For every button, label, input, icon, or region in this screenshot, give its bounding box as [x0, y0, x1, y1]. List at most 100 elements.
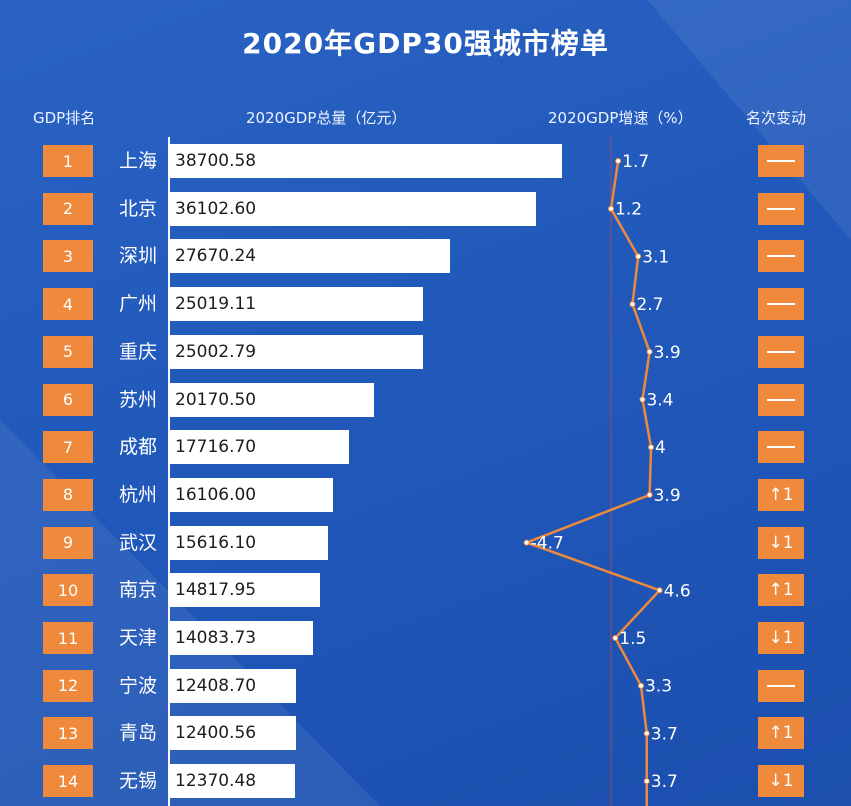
city-label: 南京 [119, 579, 158, 602]
rank-change-badge [758, 145, 804, 177]
growth-point [643, 730, 650, 737]
rank-change-badge: ↑1 [758, 574, 804, 607]
growth-point [646, 491, 653, 498]
city-label: 杭州 [119, 483, 158, 506]
rank-change-badge: ↑1 [758, 478, 804, 511]
gdp-value-label: 25002.79 [175, 341, 257, 362]
city-label: 成都 [119, 436, 158, 459]
gdp-value-label: 25019.11 [175, 294, 257, 315]
growth-value-label: -4.7 [531, 534, 564, 554]
gdp-bar [170, 430, 349, 465]
city-label: 苏州 [119, 388, 158, 411]
city-label: 青岛 [119, 722, 158, 745]
growth-value-label: 3.9 [654, 486, 681, 506]
gdp-bar [170, 621, 313, 655]
gdp-bar [170, 334, 423, 369]
rank-badge: 8 [43, 478, 93, 511]
gdp-bar [170, 764, 295, 799]
gdp-value-label: 12408.70 [175, 675, 257, 696]
rank-badge: 4 [43, 288, 93, 321]
no-change-dash-icon [767, 684, 795, 687]
rank-change-badge [758, 383, 804, 416]
growth-value-label: 3.9 [654, 343, 681, 363]
gdp-value-label: 20170.50 [175, 389, 257, 410]
growth-point [612, 635, 619, 641]
city-label: 武汉 [119, 531, 158, 554]
growth-point [648, 444, 655, 451]
growth-point [638, 682, 645, 689]
rank-change-badge [758, 431, 804, 464]
rank-badge: 14 [43, 765, 93, 798]
rank-badge: 6 [43, 383, 93, 416]
rank-badge: 12 [43, 669, 93, 702]
rank-change-badge [758, 288, 804, 321]
no-change-dash-icon [767, 255, 795, 258]
rank-badge: 3 [43, 240, 93, 273]
gdp-bar [170, 191, 536, 226]
rank-badge: 5 [43, 335, 93, 368]
gdp-bar [170, 716, 296, 751]
rank-change-badge: ↓1 [758, 765, 804, 798]
header-growth: 2020GDP增速（%） [548, 109, 693, 127]
rank-badge: 7 [43, 431, 93, 464]
growth-value-label: 3.7 [651, 772, 678, 792]
rank-badge: 9 [43, 526, 93, 559]
growth-value-label: 4 [655, 438, 666, 458]
chart-title: 2020年GDP30强城市榜单 [242, 27, 609, 60]
no-change-dash-icon [767, 303, 795, 306]
header-rank: GDP排名 [33, 109, 96, 127]
gdp-value-label: 17716.70 [175, 437, 257, 458]
no-change-dash-icon [767, 398, 795, 401]
gdp-value-label: 12370.48 [175, 771, 257, 792]
growth-value-label: 3.7 [651, 724, 678, 744]
rank-change-badge [758, 669, 804, 702]
no-change-dash-icon [767, 446, 795, 449]
bar-axis-line [168, 137, 170, 806]
city-label: 广州 [119, 293, 158, 316]
header-gdp: 2020GDP总量（亿元） [246, 109, 407, 127]
city-label: 上海 [119, 150, 158, 172]
growth-value-label: 4.6 [664, 581, 691, 601]
gdp-bar [170, 525, 328, 560]
gdp-value-label: 12400.56 [175, 723, 257, 744]
gdp-value-label: 36102.60 [175, 198, 257, 219]
city-label: 无锡 [119, 770, 158, 793]
growth-point [608, 205, 614, 212]
gdp-bar [170, 382, 374, 417]
gdp-bar [170, 287, 423, 322]
no-change-dash-icon [767, 207, 795, 210]
growth-value-label: 3.3 [645, 677, 672, 697]
city-label: 北京 [119, 197, 158, 220]
growth-value-label: 1.5 [619, 629, 646, 649]
growth-value-label: 1.7 [622, 152, 649, 172]
gdp-bar [170, 239, 450, 274]
gdp-value-label: 27670.24 [175, 246, 257, 267]
growth-point [523, 539, 530, 546]
growth-value-label: 3.4 [646, 391, 673, 411]
city-label: 重庆 [119, 340, 158, 363]
gdp-value-label: 14083.73 [175, 628, 257, 648]
growth-point [615, 158, 622, 164]
gdp-bar [170, 573, 320, 608]
rank-badge: 13 [43, 717, 93, 750]
growth-point [646, 348, 653, 355]
growth-point [639, 396, 646, 403]
gdp-bar [170, 144, 562, 178]
rank-badge: 11 [43, 622, 93, 654]
growth-value-label: 3.1 [642, 247, 669, 267]
no-change-dash-icon [767, 350, 795, 353]
rank-badge: 10 [43, 574, 93, 607]
gdp-value-label: 14817.95 [175, 580, 257, 601]
gdp-bar [170, 668, 296, 703]
rank-change-badge [758, 240, 804, 273]
growth-value-label: 2.7 [636, 295, 663, 315]
growth-value-label: 1.2 [615, 200, 642, 220]
gdp-value-label: 38700.58 [175, 151, 257, 171]
growth-point [629, 301, 636, 308]
rank-change-badge: ↑1 [758, 717, 804, 750]
rank-badge: 1 [43, 145, 93, 177]
gdp-value-label: 16106.00 [175, 484, 257, 505]
rank-change-badge: ↓1 [758, 526, 804, 559]
growth-point [635, 253, 642, 260]
